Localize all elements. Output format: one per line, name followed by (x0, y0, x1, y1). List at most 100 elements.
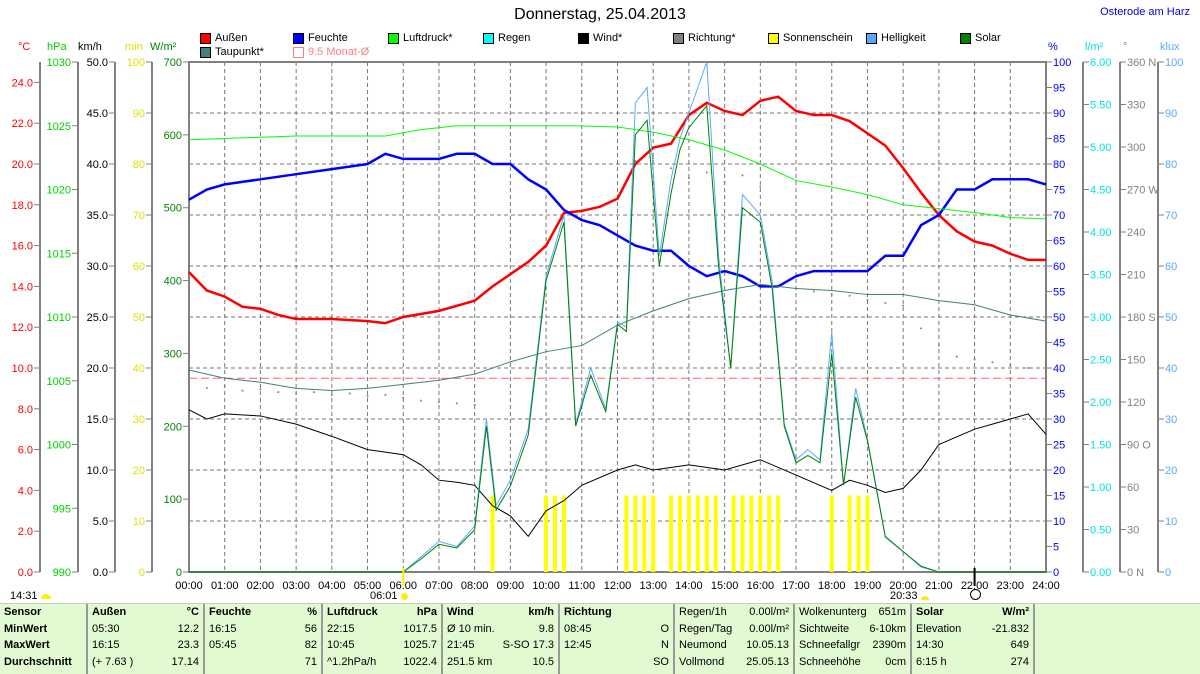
table-cell: 6:15 h (916, 655, 947, 668)
axis-tick-label: 0.0 (93, 567, 108, 579)
table-cell: 6-10km (869, 622, 906, 635)
table-row: 22:15 1017.5 (327, 623, 437, 639)
axis-unit-hum: % (1048, 41, 1058, 53)
axis-tick-label: 6.0 (18, 445, 33, 457)
table-cell: Schneefallgr (799, 639, 861, 651)
legend-swatch (483, 32, 494, 44)
sun-icon (401, 593, 408, 600)
axis-tick-label: 55 (1053, 287, 1065, 299)
table-header: Wind km/h (447, 606, 554, 622)
sunshine-bar (642, 495, 647, 572)
axis-tick-label: 200 (164, 421, 182, 433)
sunshine-bar (767, 495, 772, 572)
direction-point (1027, 367, 1030, 369)
axis-tick-label: 60 (1053, 261, 1065, 273)
table-cell: 05:30 (92, 622, 120, 635)
statistics-table: Sensor MinWert MaxWert Durchschnitt Außen °C 0… (0, 603, 1200, 674)
legend-label: Feuchte (308, 32, 348, 44)
table-cell: 0.00l/m² (749, 622, 789, 635)
table-header: Feuchte% (209, 606, 317, 622)
axis-tick-label: 65 (1053, 236, 1065, 248)
table-row: Sichtweite 6-10km (799, 623, 906, 639)
legend-item: Wind* (578, 32, 622, 44)
direction-point (420, 399, 423, 402)
axis-tick-label: 30.0 (87, 261, 108, 273)
table-column: Wolkenunterg 651m Sichtweite 6-10km Schneefa… (795, 604, 912, 674)
table-cell: Solar (916, 606, 944, 618)
axis-tick-label: 10 (133, 516, 145, 528)
table-row: 21:45 S-SO 17.3 (447, 639, 554, 655)
table-cell: 71 (304, 655, 317, 668)
weather-chart: 00:0001:0002:0003:0004:0005:0006:0007:00… (12, 41, 1184, 592)
axis-tick-label: 35.0 (87, 210, 108, 222)
table-row: Neumond 10.05.13 (679, 639, 789, 655)
legend-item: 9.5 Monat-Ø (293, 46, 369, 58)
axis-tick-label: 30 (1165, 414, 1177, 426)
axis-tick-label: 22.0 (12, 118, 33, 130)
axis-tick-label: 100 (127, 57, 145, 69)
sunshine-bar (695, 495, 700, 572)
sunshine-bar (856, 495, 861, 572)
x-tick-label: 02:00 (247, 580, 275, 592)
axis-tick-label: 5.50 (1090, 100, 1111, 112)
direction-point (670, 167, 673, 170)
table-row: Schneefallgr 2390m (799, 639, 906, 655)
direction-point (866, 299, 869, 301)
table-cell: 05:45 (209, 639, 237, 651)
table-cell: Vollmond (679, 655, 725, 668)
x-tick-label: 07:00 (425, 580, 453, 592)
axis-tick-label: 20 (1053, 465, 1065, 477)
sunset-icon (921, 596, 929, 600)
direction-point (741, 174, 744, 177)
axis-tick-label: 1025 (47, 121, 71, 133)
sunset-time: 20:33 (890, 590, 918, 602)
table-cell: N (661, 639, 669, 651)
table-cell: 1025.7 (403, 639, 437, 651)
axis-tick-label: 30 (1053, 414, 1065, 426)
table-row: Regen/Tag 0.00l/m² (679, 623, 789, 639)
legend-swatch (578, 32, 589, 44)
axis-tick-label: 50 (133, 312, 145, 324)
sunshine-bar (713, 495, 718, 572)
legend-swatch (866, 32, 877, 44)
table-row: SO (564, 656, 669, 672)
axis-tick-label: 4.50 (1090, 185, 1111, 197)
table-row: Vollmond 25.05.13 (679, 656, 789, 672)
table-header: Wolkenunterg 651m (799, 606, 906, 622)
table-header: Sensor (4, 606, 82, 622)
table-cell: 21:45 (447, 639, 475, 651)
axis-tick-label: 80 (1053, 159, 1065, 171)
axis-tick-label: 995 (53, 503, 71, 515)
legend-item: Solar (960, 32, 1001, 44)
table-cell: Feuchte (209, 606, 252, 618)
axis-tick-label: 50 (1053, 312, 1065, 324)
series-solar (189, 104, 1046, 573)
axis-tick-label: 10.0 (12, 363, 33, 375)
axis-tick-label: 40 (1165, 363, 1177, 375)
table-row: Ø 10 min. 9.8 (447, 623, 554, 639)
table-cell: ^1.2hPa/h (327, 655, 377, 668)
direction-point (348, 392, 351, 395)
table-row: 12:45 N (564, 639, 669, 655)
axis-tick-label: 0.0 (18, 567, 33, 579)
legend-item: Außen (200, 32, 247, 44)
axis-tick-label: 80 (1165, 159, 1177, 171)
x-tick-label: 03:00 (282, 580, 310, 592)
axis-tick-label: 12.0 (12, 322, 33, 334)
table-row: 16:15 23.3 (92, 639, 199, 655)
axis-tick-label: 15 (1053, 491, 1065, 503)
legend-item: Helligkeit (866, 32, 926, 44)
table-cell: 274 (1010, 655, 1029, 668)
sunshine-bar (669, 495, 674, 572)
direction-point (955, 355, 958, 358)
table-cell: SO (653, 655, 669, 668)
x-tick-label: 14:00 (675, 580, 703, 592)
series-feuchte (188, 152, 1047, 288)
legend-swatch (200, 46, 211, 58)
axis-tick-label: 50.0 (87, 57, 108, 69)
table-column: Sensor MinWert MaxWert Durchschnitt (0, 604, 88, 674)
table-column: Luftdruck hPa 22:15 1017.5 10:45 1025.7 ^1.2hP… (323, 604, 443, 674)
table-column: Außen °C 05:30 12.2 16:15 23.3 (+ 7.63 ) 17.14 (88, 604, 205, 674)
direction-point (366, 395, 369, 398)
table-cell: 12.2 (177, 622, 199, 635)
